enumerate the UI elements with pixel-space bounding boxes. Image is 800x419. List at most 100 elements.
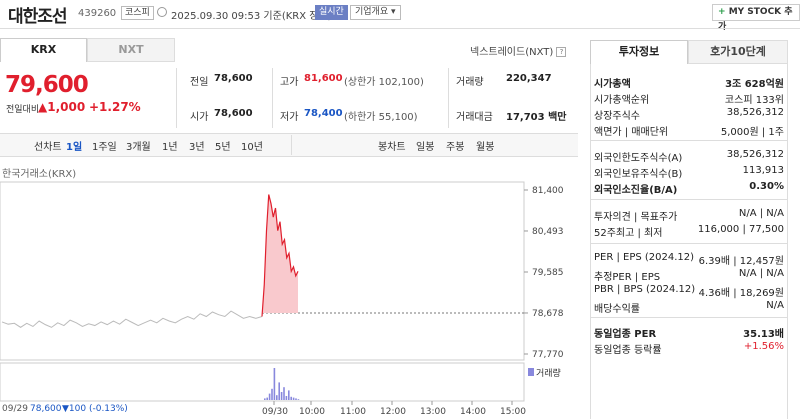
info-row: 외국인보유주식수(B) 113,913	[594, 165, 784, 180]
price-change: ▲1,000	[38, 100, 85, 114]
upper-limit: (상한가 102,100)	[344, 77, 424, 88]
info-label: 투자의견 | 목표주가	[594, 212, 678, 223]
low-label: 저가	[280, 112, 299, 123]
volume-bars	[264, 368, 300, 400]
info-label: PER | EPS (2024.12)	[594, 252, 695, 263]
timestamp: 2025.09.30 09:53 기준(KRX 장중)	[171, 11, 332, 22]
info-label: 추정PER | EPS	[594, 272, 661, 283]
x-tick-label: 15:00	[500, 407, 526, 417]
volume-bar	[288, 390, 290, 400]
investment-panel	[590, 64, 788, 419]
volume-bar	[266, 397, 268, 400]
info-label: 시가총액	[594, 79, 631, 90]
info-value: N/A | N/A	[738, 208, 784, 219]
x-tick-label: 14:00	[460, 407, 486, 417]
plus-icon: +	[718, 7, 726, 17]
volume-label: 거래량	[456, 77, 484, 88]
period-1w[interactable]: 1주일	[92, 142, 117, 153]
volume-bar	[285, 396, 288, 400]
info-label: 동일업종 등락률	[594, 345, 662, 356]
volume-bar	[297, 399, 300, 400]
y-tick-label: 79,585	[532, 268, 564, 278]
info-value: 116,000 | 77,500	[697, 224, 784, 235]
company-info-label: 기업개요	[355, 7, 389, 17]
info-label: 상장주식수	[594, 111, 640, 122]
divider	[272, 68, 273, 128]
info-label: 52주최고 | 최저	[594, 228, 663, 239]
x-tick-label: 09/30	[262, 407, 288, 417]
info-row: PER | EPS (2024.12) 6.39배 | 12,457원	[594, 252, 784, 267]
info-label: 외국인소진율(B/A)	[594, 185, 678, 196]
volume-value: 220,347	[506, 73, 552, 84]
info-value: 5,000원 | 1주	[720, 127, 784, 138]
stock-name: 대한조선	[8, 7, 68, 27]
x-tick-label: 10:00	[299, 407, 325, 417]
period-5y[interactable]: 5년	[215, 142, 231, 153]
price-chart[interactable]: 81,400 80,493 79,585 78,678 77,770 거래량 09/30…	[0, 162, 578, 419]
x-tick-label: 11:00	[340, 407, 366, 417]
nxt-link[interactable]: 넥스트레이드(NXT) ?	[470, 43, 567, 58]
period-1d[interactable]: 1일	[66, 142, 83, 153]
chart-grid	[262, 189, 528, 355]
divider	[448, 68, 449, 128]
divider	[176, 68, 177, 128]
period-monthly[interactable]: 월봉	[476, 142, 495, 153]
amount-value: 17,703 백만	[506, 112, 567, 123]
info-row: 추정PER | EPS N/A | N/A	[594, 268, 784, 283]
volume-bar	[283, 387, 285, 400]
chevron-down-icon: ▾	[391, 7, 396, 17]
y-tick-labels: 81,400 80,493 79,585 78,678 77,770	[532, 186, 564, 360]
info-label: 시가총액순위	[594, 95, 650, 106]
period-daily[interactable]: 일봉	[416, 142, 435, 153]
divider	[291, 135, 292, 155]
info-row: 외국인소진율(B/A) 0.30%	[594, 181, 784, 196]
x-tick-labels: 09/30 10:00 11:00 12:00 13:00 14:00 15:00	[262, 401, 526, 417]
info-row: 시가총액 3조 628억원	[594, 75, 784, 90]
panel-divider	[590, 140, 788, 141]
tab-orderbook[interactable]: 호가10단계	[688, 40, 788, 64]
period-3m[interactable]: 3개월	[126, 142, 151, 153]
mystock-add-button[interactable]: + MY STOCK 추가	[712, 4, 800, 32]
nxt-link-label: 넥스트레이드(NXT)	[470, 47, 554, 58]
volume-bar	[276, 395, 278, 400]
period-10y[interactable]: 10년	[241, 142, 263, 153]
volume-legend-swatch	[528, 368, 534, 376]
info-value: 38,526,312	[726, 149, 784, 160]
info-value: 35.13배	[743, 329, 784, 340]
volume-bar	[268, 393, 271, 400]
panel-divider	[590, 317, 788, 318]
tab-krx[interactable]: KRX	[0, 38, 87, 62]
prev-day-line	[1, 310, 263, 328]
change-label: 전일대비	[6, 105, 40, 115]
high-value: 81,600	[304, 73, 343, 84]
info-value: 6.39배 | 12,457원	[698, 256, 784, 267]
volume-bar	[278, 382, 280, 400]
info-value: +1.56%	[743, 341, 784, 352]
info-row: 외국인한도주식수(A) 38,526,312	[594, 149, 784, 164]
volume-legend: 거래량	[536, 367, 561, 379]
up-triangle-icon: ▲	[38, 100, 48, 114]
period-1y[interactable]: 1년	[162, 142, 178, 153]
volume-bar	[290, 396, 292, 400]
volume-bar	[264, 398, 266, 400]
tab-investment-info[interactable]: 투자정보	[590, 40, 688, 64]
company-info-dropdown[interactable]: 기업개요 ▾	[350, 5, 401, 20]
period-3y[interactable]: 3년	[189, 142, 205, 153]
volume-bar	[295, 398, 297, 400]
info-label: PBR | BPS (2024.12)	[594, 284, 696, 295]
info-row: 52주최고 | 최저 116,000 | 77,500	[594, 224, 784, 239]
info-value: 38,526,312	[726, 107, 784, 118]
amount-label: 거래대금	[456, 112, 493, 123]
info-row: 투자의견 | 목표주가 N/A | N/A	[594, 208, 784, 223]
tab-nxt[interactable]: NXT	[87, 38, 175, 62]
chart-source: 한국거래소(KRX)	[2, 169, 77, 180]
y-tick-label: 81,400	[532, 186, 564, 196]
help-icon[interactable]: ?	[556, 47, 567, 57]
period-weekly[interactable]: 주봉	[446, 142, 465, 153]
open-label: 시가	[190, 112, 209, 123]
volume-bar	[273, 368, 276, 400]
info-label: 배당수익률	[594, 304, 640, 315]
price-change-value: 1,000	[47, 100, 86, 114]
panel-divider	[590, 199, 788, 200]
chart-frame	[0, 181, 525, 361]
